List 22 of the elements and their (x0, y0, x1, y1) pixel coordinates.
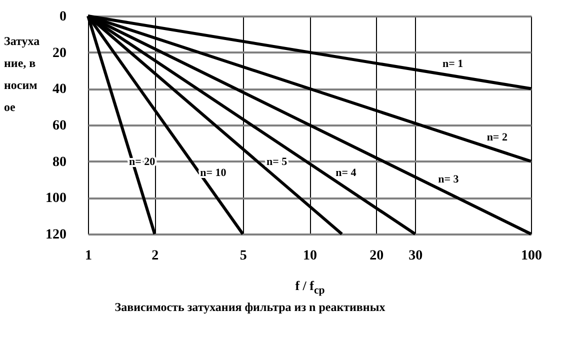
y-tick-label: 60 (52, 118, 66, 134)
series-label: n= 4 (336, 166, 357, 179)
text: Зависимость затухания фильтра из n реактивных (114, 300, 386, 315)
series-label: n= 5 (266, 156, 288, 168)
y-tick-label: 100 (46, 191, 66, 206)
x-axis-title: f / f$_{ср}$ (294, 278, 326, 297)
y-tick-label: 40 (52, 82, 66, 98)
x-tick-label: 100 (521, 248, 542, 264)
x-tick-label: 20 (370, 248, 384, 264)
series-label: n= 3 (438, 173, 460, 186)
y-tick-label: 120 (46, 228, 66, 242)
y-tick-label: 20 (52, 46, 66, 61)
x-tick-label: 2 (152, 248, 159, 264)
x-tick-label: 1 (85, 248, 92, 264)
series-label: n= 2 (486, 131, 508, 144)
y-axis-title: Затухание, вносимое (4, 33, 40, 116)
series-label: n= 1 (442, 58, 464, 70)
x-tick-label: 30 (408, 248, 423, 264)
y-tick-label: 0 (60, 10, 66, 24)
x-tick-label: 10 (303, 248, 317, 264)
x-tick-label: 5 (240, 248, 247, 264)
y-tick-label: 80 (52, 154, 66, 170)
